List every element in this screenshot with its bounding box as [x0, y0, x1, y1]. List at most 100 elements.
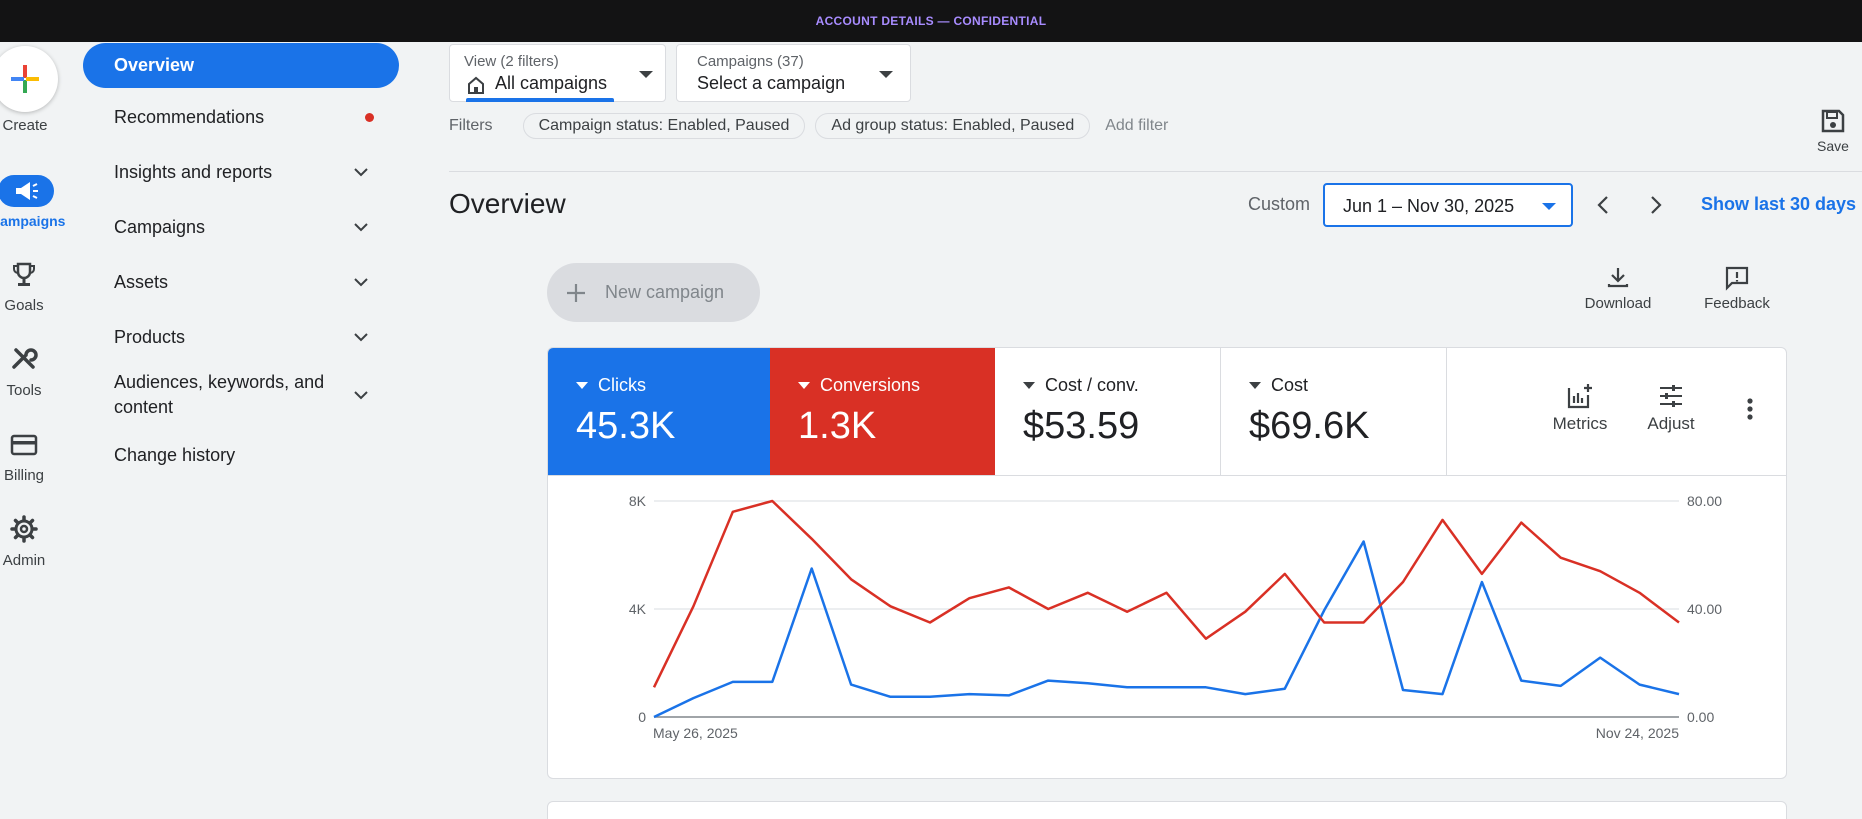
metric-conversions[interactable]: Conversions 1.3K [770, 348, 995, 475]
filters-row: Filters Campaign status: Enabled, Paused… [449, 113, 1168, 139]
more-options-icon[interactable] [1744, 396, 1756, 426]
chevron-down-icon [354, 168, 368, 177]
nav-item-label: Audiences, keywords, and content [114, 372, 325, 417]
nav-item-campaigns[interactable]: Campaigns [83, 207, 399, 247]
notification-dot [365, 113, 374, 122]
chevron-down-icon [354, 391, 368, 400]
metric-label: Cost / conv. [1045, 375, 1139, 395]
metric-label: Cost [1271, 375, 1309, 395]
nav-item-products[interactable]: Products [83, 317, 399, 357]
show-last-30-days-link[interactable]: Show last 30 days [1701, 194, 1857, 214]
left-axis-tick: 8K [629, 493, 647, 509]
chevron-right-icon [1651, 196, 1662, 214]
right-axis-tick: 0.00 [1687, 709, 1714, 725]
chart-series [652, 499, 1680, 719]
feedback-button[interactable]: Feedback [1692, 265, 1782, 312]
metric-clicks[interactable]: Clicks 45.3K [548, 348, 770, 475]
save-label: Save [1817, 138, 1849, 154]
campaigns-rail-item[interactable] [0, 175, 54, 207]
confidential-banner: ACCOUNT DETAILS — CONFIDENTIAL [0, 0, 1862, 42]
metric-divider [1220, 348, 1221, 475]
feedback-label: Feedback [1704, 295, 1770, 312]
create-label: Create [2, 117, 48, 134]
download-button[interactable]: Download [1573, 265, 1663, 312]
metrics-label: Metrics [1552, 414, 1608, 433]
nav-item-insights[interactable]: Insights and reports [83, 152, 399, 192]
metric-value: $53.59 [1023, 405, 1140, 447]
left-axis-tick: 0 [638, 709, 646, 725]
dropdown-arrow-icon [1542, 203, 1556, 210]
adjust-button[interactable]: Adjust [1631, 382, 1711, 434]
previous-period-button[interactable] [1590, 192, 1616, 218]
performance-card: Clicks 45.3K Conversions 1.3K Cost / con… [547, 347, 1787, 779]
caret-down-icon [576, 382, 588, 389]
trophy-icon[interactable] [9, 260, 39, 290]
nav-item-assets[interactable]: Assets [83, 262, 399, 302]
view-selector-caption: View (2 filters) [464, 53, 559, 70]
caret-down-icon [798, 382, 810, 389]
feedback-icon [1725, 266, 1749, 291]
metric-value: 1.3K [798, 405, 877, 447]
metric-label: Conversions [820, 375, 921, 395]
plus-icon [11, 65, 39, 93]
nav-item-label: Change history [114, 444, 236, 465]
new-campaign-label: New campaign [605, 282, 725, 302]
goals-label: Goals [4, 297, 44, 314]
metric-label: Clicks [598, 375, 646, 395]
campaign-selector[interactable]: Campaigns (37) Select a campaign [676, 44, 911, 102]
right-axis-tick: 40.00 [1687, 601, 1722, 617]
nav-item-overview[interactable]: Overview [83, 43, 399, 88]
gear-icon[interactable] [9, 514, 39, 544]
metric-row-divider [548, 475, 1786, 476]
page-title: Overview [449, 188, 566, 219]
campaigns-rail-label: Campaigns [0, 213, 66, 229]
right-axis-tick: 80.00 [1687, 493, 1722, 509]
right-axis: 0.00 40.00 80.00 [1687, 493, 1722, 725]
save-button[interactable]: Save [1808, 108, 1858, 154]
save-icon [1821, 109, 1845, 133]
chevron-down-icon [354, 278, 368, 287]
home-icon [468, 76, 484, 94]
new-campaign-button[interactable]: New campaign [547, 263, 760, 322]
performance-chart: 0 4K 8K 0.00 40.00 80.00 May 26, 2025 Nov 24… [629, 493, 1722, 741]
left-rail: Create Campaigns Goals Tools Billing [0, 42, 65, 819]
admin-label: Admin [2, 552, 46, 569]
date-range-picker[interactable]: Jun 1 – Nov 30, 2025 [1323, 183, 1573, 227]
metrics-button[interactable]: Metrics [1540, 382, 1620, 434]
campaign-selector-caption: Campaigns (37) [697, 53, 804, 70]
view-selector[interactable]: View (2 filters) All campaigns [449, 44, 666, 102]
next-card [547, 801, 1787, 819]
filter-chip-campaign-status[interactable]: Campaign status: Enabled, Paused [522, 113, 806, 139]
chart-plus-icon [1567, 384, 1592, 409]
metric-cost[interactable]: Cost $69.6K [1221, 348, 1446, 475]
billing-label: Billing [3, 467, 45, 484]
nav-item-label: Recommendations [114, 106, 265, 127]
caret-down-icon [1023, 382, 1035, 389]
nav-item-audiences[interactable]: Audiences, keywords, and content [83, 369, 399, 421]
nav-item-recommendations[interactable]: Recommendations [83, 97, 399, 137]
download-icon [1607, 268, 1629, 288]
metric-cost-per-conv[interactable]: Cost / conv. $53.59 [995, 348, 1220, 475]
tools-icon[interactable] [9, 344, 39, 374]
series-line-0 [653, 540, 1680, 719]
dropdown-arrow-icon [639, 71, 653, 78]
next-period-button[interactable] [1643, 192, 1669, 218]
filter-chip-ad-group-status[interactable]: Ad group status: Enabled, Paused [815, 113, 1091, 139]
nav-item-label: Overview [114, 55, 195, 75]
nav-item-label: Insights and reports [114, 161, 273, 182]
x-axis-end-label: Nov 24, 2025 [1596, 725, 1679, 741]
nav-item-label: Assets [114, 271, 169, 292]
credit-card-icon[interactable] [9, 430, 39, 460]
banner-text: ACCOUNT DETAILS — CONFIDENTIAL [815, 14, 1047, 28]
nav-item-change-history[interactable]: Change history [83, 435, 399, 475]
add-filter-button[interactable]: Add filter [1105, 117, 1169, 134]
metric-value: 45.3K [576, 405, 676, 447]
adjust-label: Adjust [1647, 414, 1695, 433]
create-button[interactable] [0, 46, 58, 112]
x-axis-start-label: May 26, 2025 [653, 725, 738, 741]
download-label: Download [1584, 295, 1652, 312]
filters-label: Filters [449, 117, 493, 134]
metric-value: $69.6K [1249, 405, 1370, 447]
chevron-down-icon [354, 223, 368, 232]
plus-icon [567, 283, 585, 302]
